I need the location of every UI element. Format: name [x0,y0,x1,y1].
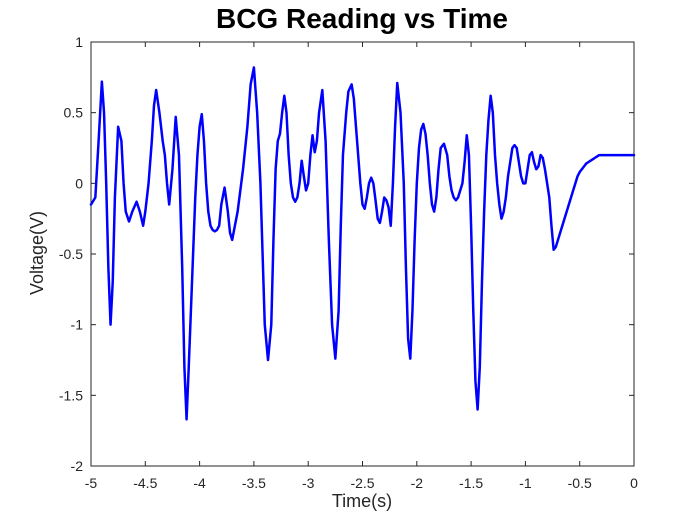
plot-frame [90,41,635,467]
voltage-series-line [89,66,636,421]
chart-title: BCG Reading vs Time [216,3,508,34]
x-tick-label: 0 [630,475,638,491]
y-tick-label: 0 [75,175,83,191]
y-tick-label: 0.5 [64,105,84,121]
x-tick-label: -3.5 [242,475,266,491]
y-axis-tick-labels: 1 0.5 0 -0.5 -1 -1.5 -2 [59,34,83,474]
y-tick-label: 1 [75,34,83,50]
y-axis-ticks [91,41,634,467]
x-tick-label: -0.5 [568,475,592,491]
x-axis-ticks [90,42,635,466]
x-tick-label: -1 [519,475,532,491]
x-tick-label: -5 [85,475,98,491]
x-tick-label: -2 [411,475,424,491]
y-tick-label: -2 [71,458,84,474]
x-axis-tick-labels: -5 -4.5 -4 -3.5 -3 -2.5 -2 -1.5 -1 -0.5 0 [85,475,638,491]
x-tick-label: -2.5 [350,475,374,491]
x-tick-label: -3 [302,475,315,491]
y-tick-label: -1.5 [59,387,83,403]
y-tick-label: -1 [71,317,84,333]
y-axis-label: Voltage(V) [27,211,47,295]
x-axis-label: Time(s) [332,491,392,511]
x-tick-label: -4 [193,475,206,491]
x-tick-label: -4.5 [133,475,157,491]
y-tick-label: -0.5 [59,246,83,262]
x-tick-label: -1.5 [459,475,483,491]
